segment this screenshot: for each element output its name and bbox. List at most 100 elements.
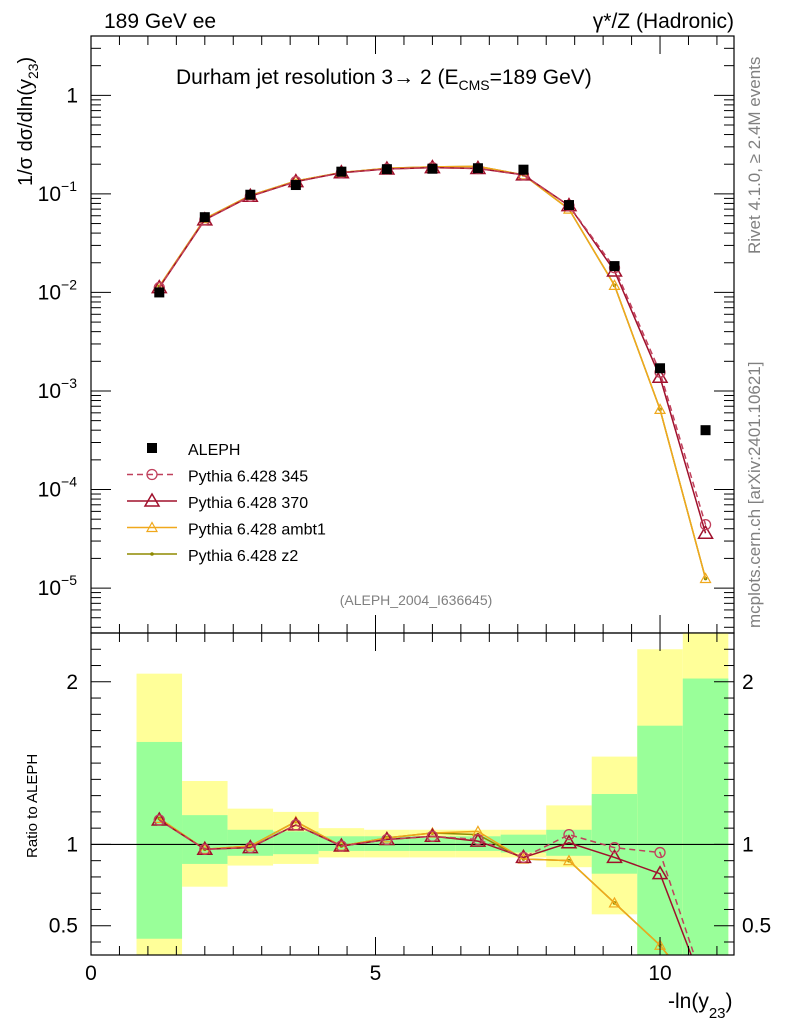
ratio-point-1 bbox=[290, 819, 302, 831]
x-axis-label-end: ) bbox=[726, 990, 733, 1013]
ratio-point-2 bbox=[560, 834, 578, 849]
rivet-version-label: Rivet 4.1.0, ≥ 2.4M events bbox=[745, 57, 764, 254]
data-point-1 bbox=[699, 519, 712, 531]
chart-title-main: Durham jet resolution 3 bbox=[176, 66, 393, 89]
ratio-band-inner bbox=[637, 725, 683, 955]
ratio-band-inner bbox=[500, 834, 547, 853]
chart-title-mid: 2 (E bbox=[414, 66, 458, 89]
legend-label-1: Pythia 6.428 345 bbox=[188, 469, 308, 486]
ratio-point-3 bbox=[562, 854, 576, 866]
series-line-3 bbox=[158, 165, 707, 579]
legend-label-2: Pythia 6.428 370 bbox=[188, 495, 308, 512]
data-point-aleph bbox=[154, 287, 165, 298]
ratio-line-1 bbox=[158, 819, 695, 955]
chart-title-arrow: → bbox=[393, 66, 414, 89]
ratio-y-tick-label: 0.5 bbox=[49, 915, 78, 938]
legend-marker-3 bbox=[145, 521, 159, 533]
ratio-band-inner bbox=[409, 836, 456, 851]
y-tick-label: 10−1 bbox=[38, 178, 78, 206]
y-tick-label: 10−4 bbox=[38, 474, 78, 502]
ratio-point-1 bbox=[563, 829, 575, 841]
ratio-point-1 bbox=[199, 843, 211, 855]
ratio-line-3 bbox=[158, 817, 669, 955]
ratio-point-1 bbox=[517, 851, 530, 864]
x-axis-label: -ln(y23) bbox=[668, 990, 733, 1022]
chart-title: Durham jet resolution 3→ 2 (ECMS=189 GeV… bbox=[176, 66, 592, 93]
ratio-band-inner bbox=[682, 678, 729, 955]
ratio-point-1 bbox=[381, 833, 393, 846]
data-point-aleph bbox=[472, 163, 483, 174]
ratio-y-tick-label: 1 bbox=[742, 833, 754, 856]
main-frame bbox=[90, 35, 735, 634]
ratio-band-inner bbox=[591, 794, 638, 874]
ratio-point-2 bbox=[606, 848, 623, 864]
y-tick-label-base: 10 bbox=[38, 281, 61, 304]
ratio-y-axis-label: Ratio to ALEPH bbox=[24, 754, 41, 858]
y-tick-label-base: 1 bbox=[66, 84, 78, 107]
ratio-point-1 bbox=[608, 842, 621, 854]
legend: ALEPH Pythia 6.428 345 Pythia 6.428 370 Pyt… bbox=[127, 442, 326, 565]
x-axis-label-main: -ln(y bbox=[668, 990, 709, 1013]
y-tick-label-exponent: −5 bbox=[61, 572, 77, 588]
y-tick-label: 1 bbox=[66, 84, 78, 107]
ratio-y-tick-label: 1 bbox=[66, 833, 78, 856]
y-tick-label-base: 10 bbox=[38, 380, 61, 403]
ratio-y-tick-label: 2 bbox=[742, 671, 754, 694]
y-axis-label-end: ) bbox=[15, 57, 37, 64]
y-tick-label: 10−3 bbox=[38, 375, 78, 403]
ratio-point-2 bbox=[651, 865, 669, 880]
y-axis-label-main: 1/σ dσ/dln(y bbox=[15, 79, 37, 186]
y-tick-label: 10−2 bbox=[38, 276, 78, 304]
y-tick-label-exponent: −3 bbox=[61, 375, 77, 391]
legend-marker-2 bbox=[143, 492, 161, 507]
ratio-band-inner bbox=[136, 741, 183, 939]
x-tick-label: 5 bbox=[370, 962, 382, 985]
legend-marker-1 bbox=[146, 468, 158, 481]
y-tick-label-base: 10 bbox=[38, 577, 61, 600]
y-tick-label-exponent: −1 bbox=[61, 178, 77, 194]
y-tick-label-exponent: −4 bbox=[61, 474, 77, 490]
y-tick-label-base: 10 bbox=[38, 183, 61, 206]
data-point-aleph bbox=[381, 164, 392, 175]
ratio-y-tick-label: 0.5 bbox=[742, 915, 771, 938]
legend-label-3: Pythia 6.428 ambt1 bbox=[188, 522, 326, 539]
y-axis-label-sub: 23 bbox=[25, 63, 41, 79]
ratio-band-inner bbox=[273, 831, 319, 855]
y-tick-label: 10−5 bbox=[38, 572, 78, 600]
header-left: 189 GeV ee bbox=[104, 10, 216, 33]
main-panel: 10−510−410−310−210−11 bbox=[38, 35, 735, 634]
legend-marker-4 bbox=[150, 552, 154, 556]
data-point-aleph bbox=[199, 212, 210, 223]
data-point-2 bbox=[697, 524, 714, 539]
data-point-aleph bbox=[427, 163, 438, 174]
legend-label-4: Pythia 6.428 z2 bbox=[188, 548, 298, 565]
header-right: γ*/Z (Hadronic) bbox=[593, 10, 734, 33]
y-tick-label-base: 10 bbox=[38, 479, 61, 502]
ratio-point-1 bbox=[654, 846, 666, 859]
series-line-4 bbox=[158, 165, 707, 579]
data-point-3 bbox=[699, 572, 712, 584]
data-point-aleph bbox=[290, 180, 301, 191]
data-point-aleph bbox=[336, 166, 347, 177]
ratio-y-tick-label: 2 bbox=[66, 671, 78, 694]
x-tick-label: 10 bbox=[648, 962, 671, 985]
chart-title-sub: CMS bbox=[458, 77, 489, 93]
data-point-aleph bbox=[655, 363, 666, 374]
ratio-point-1 bbox=[472, 833, 484, 846]
data-point-aleph bbox=[563, 200, 574, 211]
ratio-frame bbox=[90, 632, 735, 956]
y-tick-label-exponent: −2 bbox=[61, 276, 77, 292]
ratio-panel: 0 5 10 0.5 0.5 1 1 2 2 bbox=[49, 632, 771, 985]
x-axis-label-sub: 23 bbox=[709, 1005, 726, 1022]
data-point-aleph bbox=[700, 425, 711, 436]
ratio-point-1 bbox=[153, 814, 165, 826]
y-axis-label: 1/σ dσ/dln(y23) bbox=[15, 57, 41, 186]
data-point-aleph bbox=[245, 189, 256, 200]
chart-title-end: =189 GeV) bbox=[490, 66, 592, 89]
mcplots-label: mcplots.cern.ch [arXiv:2401.10621] bbox=[745, 362, 764, 628]
legend-label-0: ALEPH bbox=[188, 442, 240, 459]
data-point-aleph bbox=[609, 261, 620, 272]
legend-marker-0 bbox=[147, 443, 157, 453]
ratio-point-1 bbox=[244, 842, 256, 854]
